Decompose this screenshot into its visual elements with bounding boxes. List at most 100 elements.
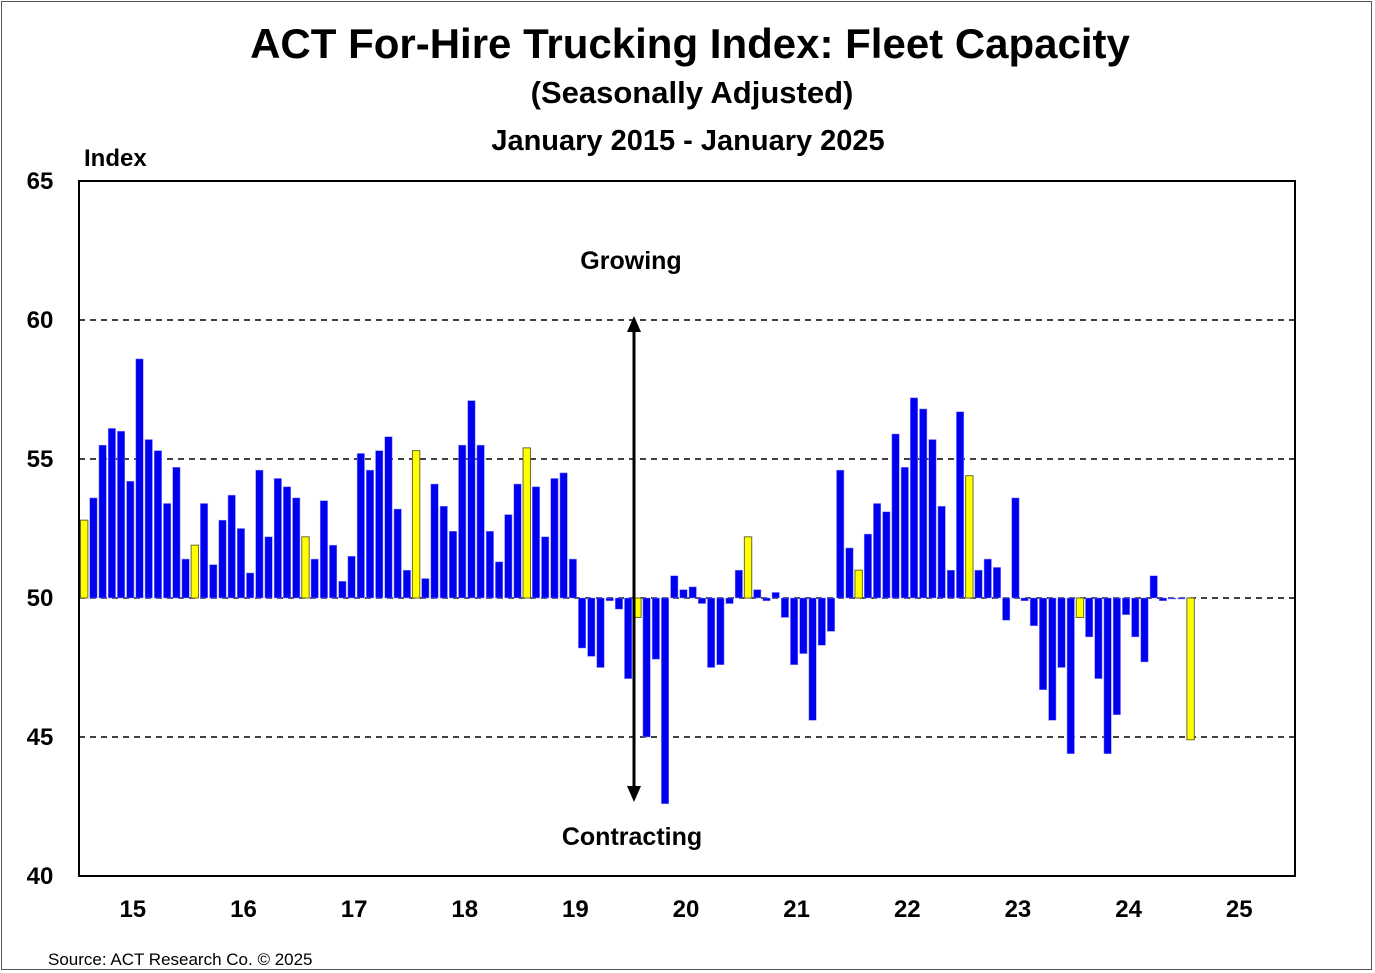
bar xyxy=(1140,597,1149,663)
bar xyxy=(329,544,338,599)
bar xyxy=(310,558,319,599)
bar xyxy=(255,469,264,599)
x-tick-label: 25 xyxy=(1226,896,1253,923)
y-tick-label: 50 xyxy=(27,585,54,612)
bar xyxy=(209,564,218,599)
bar xyxy=(707,597,716,668)
bar xyxy=(458,444,467,599)
date-range: January 2015 - January 2025 xyxy=(491,125,884,157)
bar xyxy=(688,586,697,599)
bar xyxy=(467,400,476,599)
bar xyxy=(956,411,965,599)
bar xyxy=(873,503,882,599)
bar xyxy=(292,497,301,599)
bar xyxy=(1057,597,1066,668)
bar xyxy=(1112,597,1121,716)
bar xyxy=(900,467,909,599)
bar xyxy=(1048,597,1057,721)
bar xyxy=(725,597,734,604)
bar xyxy=(624,597,633,679)
bar xyxy=(808,597,817,721)
bar xyxy=(587,597,596,657)
bar xyxy=(319,500,328,599)
bar xyxy=(716,597,725,665)
bar xyxy=(1168,597,1177,600)
bar-january xyxy=(854,569,863,599)
bar xyxy=(827,597,835,632)
x-tick-label: 21 xyxy=(783,896,810,923)
bar xyxy=(421,578,430,599)
bar xyxy=(504,514,513,599)
bar-january xyxy=(1075,597,1085,618)
bar xyxy=(135,358,144,599)
x-tick-label: 17 xyxy=(341,896,368,923)
bar xyxy=(1103,597,1112,754)
bar xyxy=(1085,597,1094,638)
bar xyxy=(578,597,587,649)
bar xyxy=(1002,597,1011,621)
bar-january xyxy=(1186,597,1195,741)
bar xyxy=(449,531,457,599)
growing-label: Growing xyxy=(580,247,681,275)
bar xyxy=(476,444,485,599)
bar xyxy=(107,428,116,599)
bar xyxy=(891,433,900,599)
bar xyxy=(264,536,273,599)
bar xyxy=(402,569,411,599)
bar xyxy=(283,486,291,599)
bar xyxy=(541,536,550,599)
bar xyxy=(117,430,126,599)
bar xyxy=(679,589,688,599)
bar xyxy=(1122,597,1131,615)
y-tick-label: 40 xyxy=(27,863,54,890)
bar xyxy=(1039,597,1048,690)
bar xyxy=(983,558,992,599)
bar xyxy=(200,503,209,599)
bar-january xyxy=(301,536,310,599)
bar-january xyxy=(411,450,421,599)
x-tick-label: 16 xyxy=(230,896,257,923)
bar xyxy=(771,592,780,599)
bar-january xyxy=(190,544,200,599)
x-tick-label: 24 xyxy=(1115,896,1142,923)
bar xyxy=(273,478,282,599)
bar xyxy=(845,547,854,599)
y-tick-label: 60 xyxy=(27,307,54,334)
growing-contracting-arrow xyxy=(627,316,641,802)
bar xyxy=(799,597,808,654)
contracting-label: Contracting xyxy=(562,823,702,851)
bar xyxy=(393,508,402,599)
bar xyxy=(430,483,439,599)
chart-subtitle: (Seasonally Adjusted) xyxy=(531,75,854,110)
bar xyxy=(1011,497,1020,599)
bar-january xyxy=(965,475,974,599)
x-tick-label: 22 xyxy=(894,896,921,923)
x-tick-label: 18 xyxy=(451,896,478,923)
bar xyxy=(181,558,190,599)
bar xyxy=(790,597,799,665)
bar xyxy=(642,597,651,738)
bar xyxy=(1094,597,1103,679)
bar xyxy=(550,478,559,599)
bar xyxy=(172,467,181,599)
bar xyxy=(651,597,660,660)
bar xyxy=(734,569,743,599)
bar xyxy=(993,567,1001,599)
bar xyxy=(375,450,384,599)
plot-area xyxy=(78,180,1296,877)
bar xyxy=(780,597,789,618)
bar xyxy=(946,569,955,599)
x-tick-label: 19 xyxy=(562,896,589,923)
bar xyxy=(1020,597,1029,602)
bar xyxy=(1029,597,1038,627)
bar xyxy=(1177,597,1186,600)
bar xyxy=(937,506,946,599)
bar xyxy=(154,450,162,599)
bar-january xyxy=(743,536,753,599)
bar xyxy=(495,561,504,599)
bar xyxy=(485,531,494,599)
bar xyxy=(236,528,245,599)
y-tick-label: 55 xyxy=(27,446,54,473)
